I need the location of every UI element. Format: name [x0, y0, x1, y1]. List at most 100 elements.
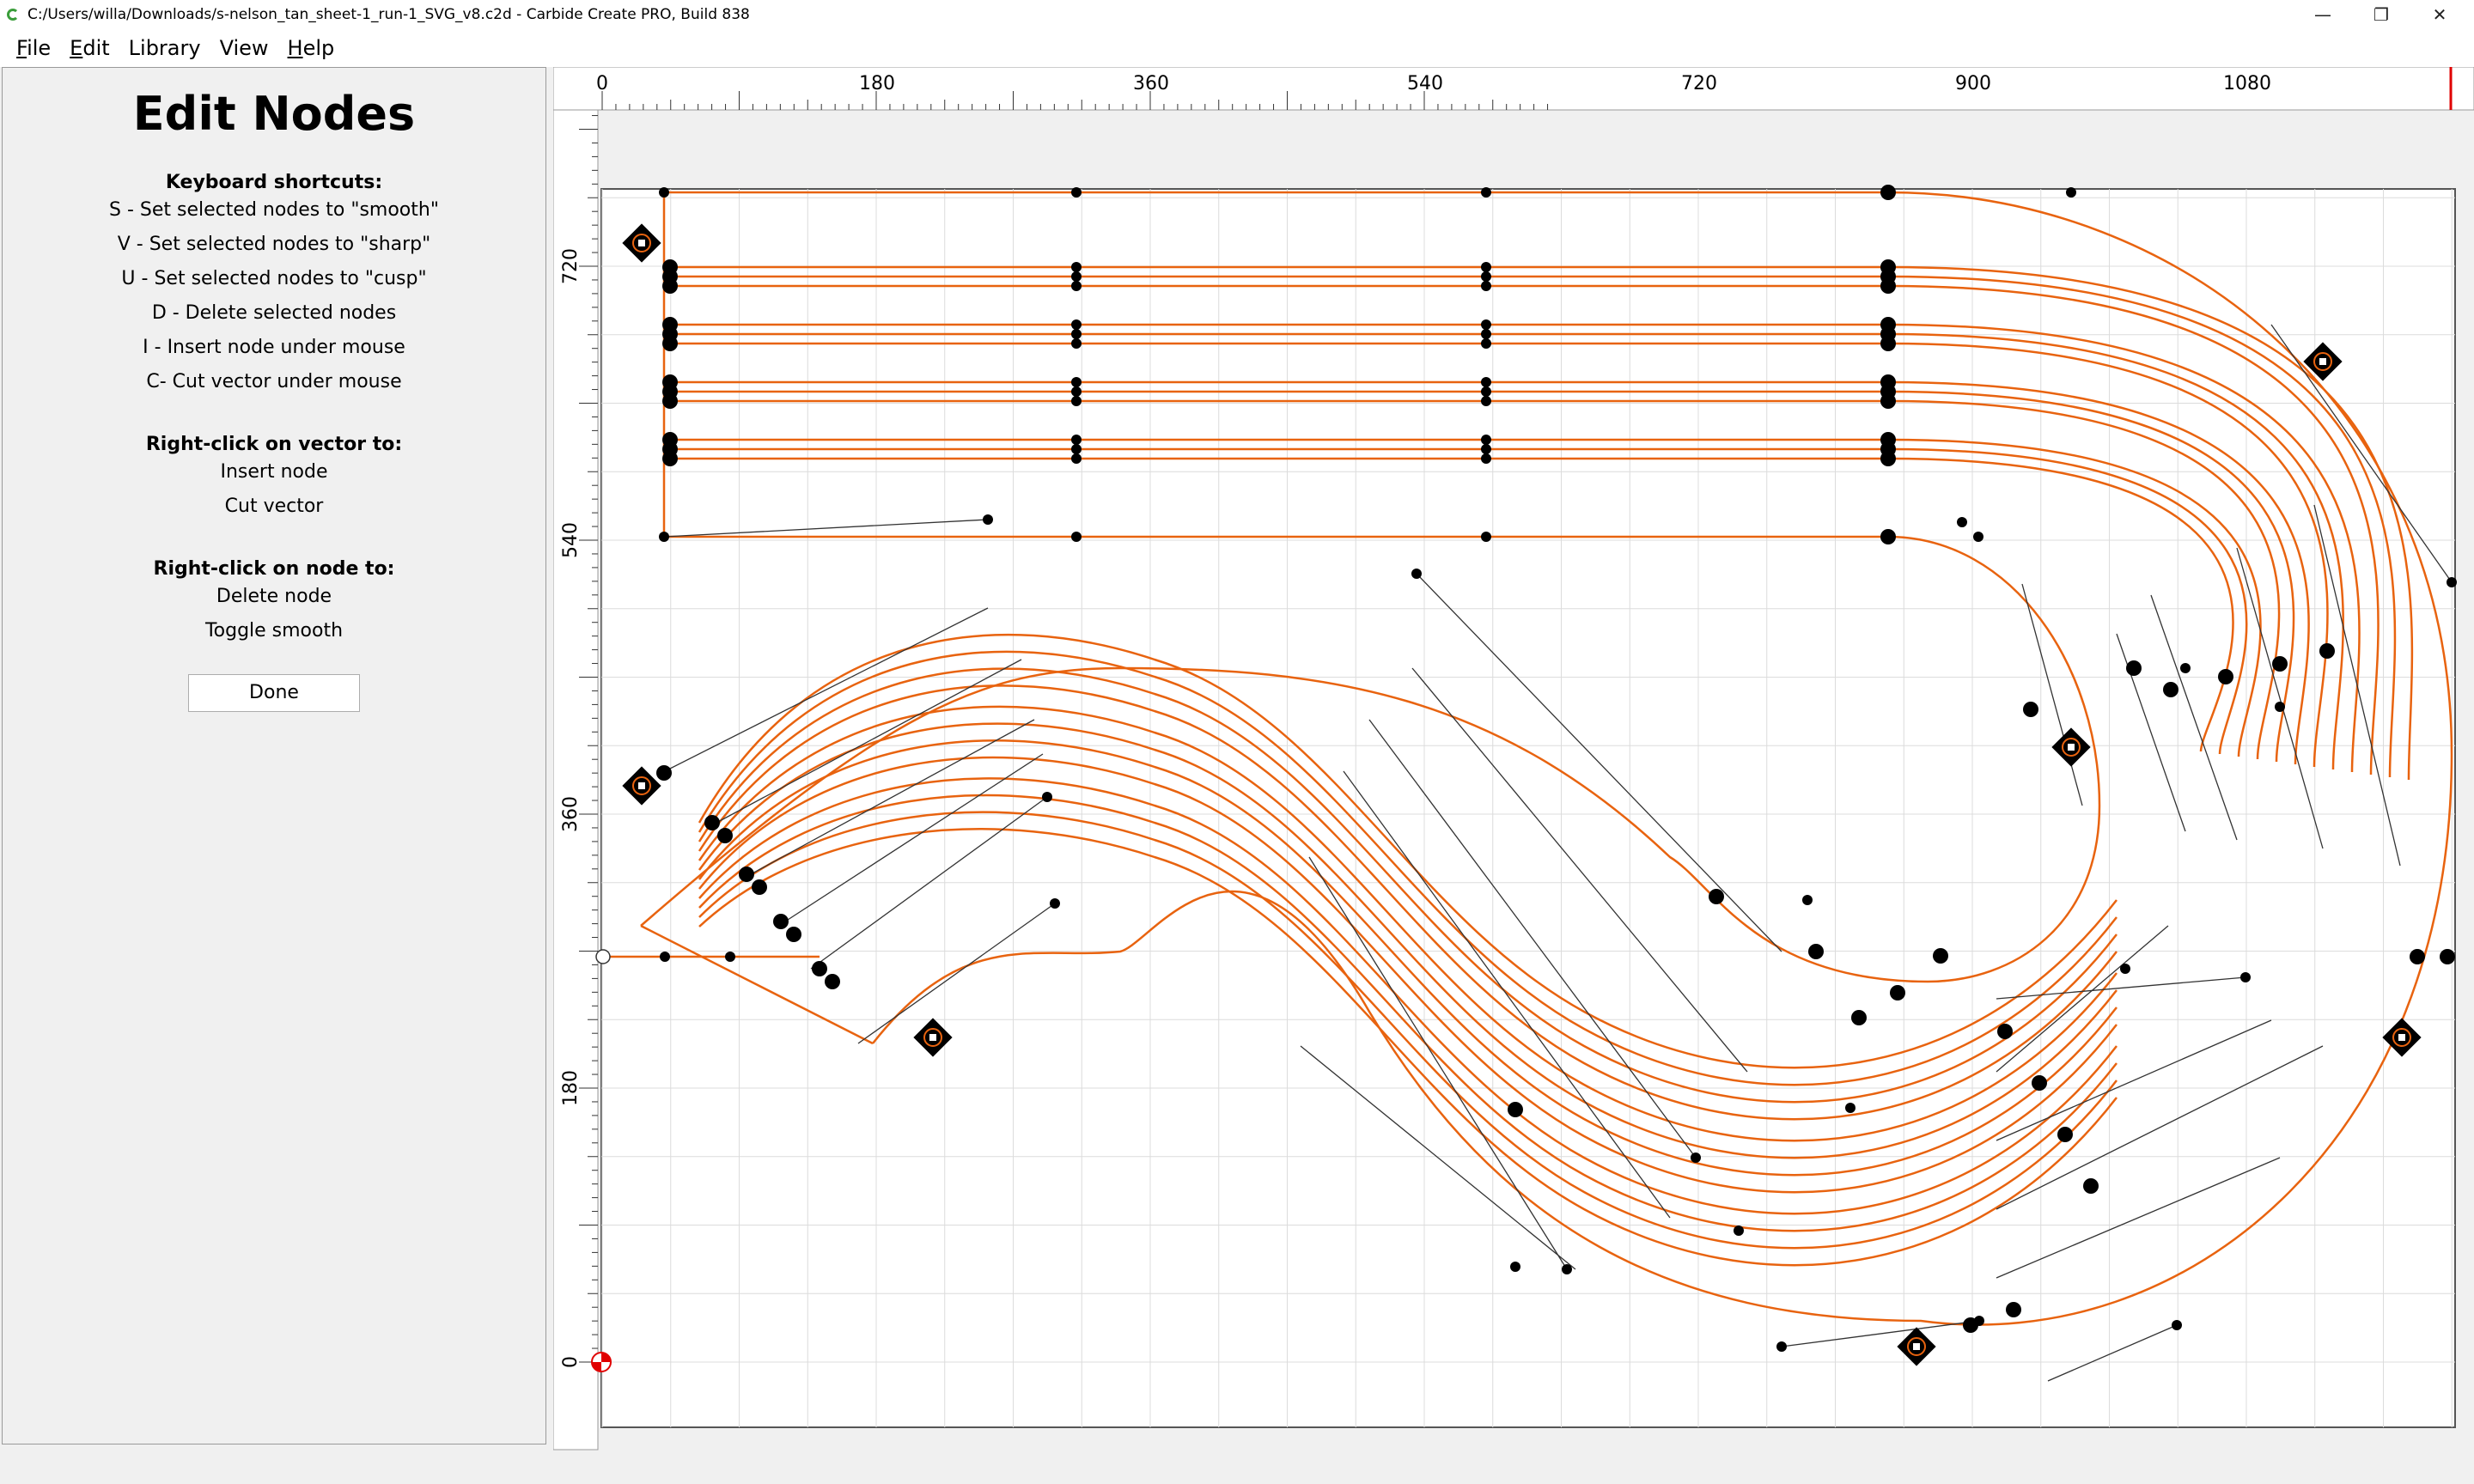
node-point[interactable] — [1050, 898, 1060, 909]
vector-path[interactable] — [673, 399, 2281, 760]
vector-path[interactable] — [673, 438, 2262, 757]
node-point[interactable] — [1481, 453, 1491, 464]
vector-path[interactable] — [673, 323, 2361, 773]
node-point[interactable] — [1481, 329, 1491, 339]
node-point[interactable] — [1880, 185, 1896, 200]
node-point[interactable] — [1845, 1103, 1855, 1113]
node-point[interactable] — [1481, 271, 1491, 282]
handle-line[interactable] — [784, 753, 1044, 922]
handle-line[interactable] — [1996, 976, 2246, 1000]
node-point[interactable] — [1071, 187, 1082, 198]
control-handles[interactable] — [663, 324, 2453, 1382]
node-point[interactable] — [2447, 577, 2457, 587]
done-button[interactable]: Done — [188, 674, 360, 712]
node-point[interactable] — [662, 278, 678, 294]
node-point[interactable] — [2410, 949, 2425, 964]
node-point[interactable] — [659, 532, 669, 542]
handle-line[interactable] — [663, 519, 989, 538]
vector-path[interactable] — [640, 535, 2101, 983]
handle-line[interactable] — [1996, 1157, 2281, 1279]
node-point[interactable] — [1481, 532, 1491, 542]
node-point[interactable] — [1481, 187, 1491, 198]
node-point[interactable] — [1957, 517, 1967, 527]
handle-line[interactable] — [664, 607, 989, 772]
close-button[interactable]: ✕ — [2432, 4, 2447, 25]
handle-line[interactable] — [750, 719, 1035, 875]
node-point[interactable] — [1481, 435, 1491, 445]
vector-path[interactable] — [673, 342, 2329, 768]
node-point[interactable] — [1481, 338, 1491, 349]
handle-line[interactable] — [1781, 1320, 1980, 1347]
menu-help[interactable]: Help — [287, 36, 335, 60]
node-point[interactable] — [662, 451, 678, 466]
vector-path[interactable] — [673, 275, 2397, 778]
menu-edit[interactable]: Edit — [70, 36, 110, 60]
node-point[interactable] — [1481, 377, 1491, 387]
vector-path[interactable] — [673, 380, 2310, 765]
node-point[interactable] — [1880, 336, 1896, 351]
handle-line[interactable] — [1996, 1045, 2324, 1210]
node-point[interactable] — [1802, 895, 1813, 905]
handle-line[interactable] — [2047, 1324, 2178, 1382]
handle-line[interactable] — [2150, 594, 2238, 841]
node-point[interactable] — [2172, 1320, 2182, 1330]
node-point[interactable] — [825, 974, 840, 989]
node-point[interactable] — [2120, 964, 2130, 974]
node-point[interactable] — [786, 927, 801, 942]
node-point[interactable] — [1071, 329, 1082, 339]
node-point[interactable] — [660, 952, 670, 962]
vector-path[interactable] — [698, 811, 2118, 1250]
handle-line[interactable] — [857, 903, 1056, 1044]
node-point[interactable] — [2272, 656, 2288, 672]
node-point[interactable] — [752, 879, 767, 895]
handle-line[interactable] — [2021, 583, 2083, 806]
node-point[interactable] — [1880, 393, 1896, 409]
node-point[interactable] — [1734, 1226, 1744, 1236]
node-point[interactable] — [1880, 278, 1896, 294]
handle-line[interactable] — [1996, 925, 2169, 1073]
vector-path[interactable] — [698, 705, 2118, 1142]
vector-path[interactable] — [673, 332, 2344, 770]
node-point[interactable] — [2126, 660, 2142, 676]
node-point[interactable] — [2180, 663, 2191, 673]
node-point[interactable] — [812, 961, 827, 976]
node-point[interactable] — [1709, 889, 1724, 904]
node-point[interactable] — [1481, 386, 1491, 397]
vector-path[interactable] — [673, 265, 2414, 781]
handle-line[interactable] — [1416, 573, 1782, 952]
node-point[interactable] — [1691, 1153, 1701, 1163]
node-point[interactable] — [1071, 396, 1082, 406]
node-point[interactable] — [1808, 944, 1824, 959]
handle-line[interactable] — [1411, 667, 1748, 1073]
node-point[interactable] — [656, 765, 672, 781]
node-point[interactable] — [1481, 319, 1491, 330]
node-point[interactable] — [1481, 444, 1491, 454]
design-canvas[interactable]: 0 180 360 540 720 900 1080 720 540 360 1… — [553, 67, 2474, 1484]
canvas-drawing[interactable]: 0 180 360 540 720 900 1080 720 540 360 1… — [553, 67, 2474, 1484]
node-point[interactable] — [1562, 1264, 1572, 1274]
vector-path[interactable] — [673, 447, 2248, 755]
node-point[interactable] — [659, 187, 669, 198]
node-point[interactable] — [1071, 377, 1082, 387]
node-point[interactable] — [1890, 985, 1905, 1000]
node-point[interactable] — [2083, 1178, 2099, 1194]
node-point[interactable] — [2032, 1075, 2047, 1091]
vector-path[interactable] — [673, 457, 2234, 752]
vector-path[interactable] — [698, 650, 2118, 1086]
handle-line[interactable] — [1300, 1045, 1576, 1270]
handle-line[interactable] — [810, 796, 1048, 970]
vector-path[interactable] — [698, 633, 2118, 1069]
handle-line[interactable] — [1308, 856, 1568, 1270]
vector-path[interactable] — [698, 667, 2118, 1104]
node-point[interactable] — [662, 393, 678, 409]
handle-line[interactable] — [2236, 547, 2324, 849]
menu-file[interactable]: File — [16, 36, 52, 60]
node-point[interactable] — [2218, 669, 2233, 684]
node-point[interactable] — [1510, 1262, 1520, 1272]
handle-line[interactable] — [1368, 719, 1697, 1159]
menu-library[interactable]: Library — [128, 36, 201, 60]
node-point[interactable] — [1411, 569, 1422, 579]
node-point[interactable] — [2023, 702, 2038, 717]
node-point[interactable] — [1776, 1341, 1787, 1352]
node-point[interactable] — [1071, 262, 1082, 272]
